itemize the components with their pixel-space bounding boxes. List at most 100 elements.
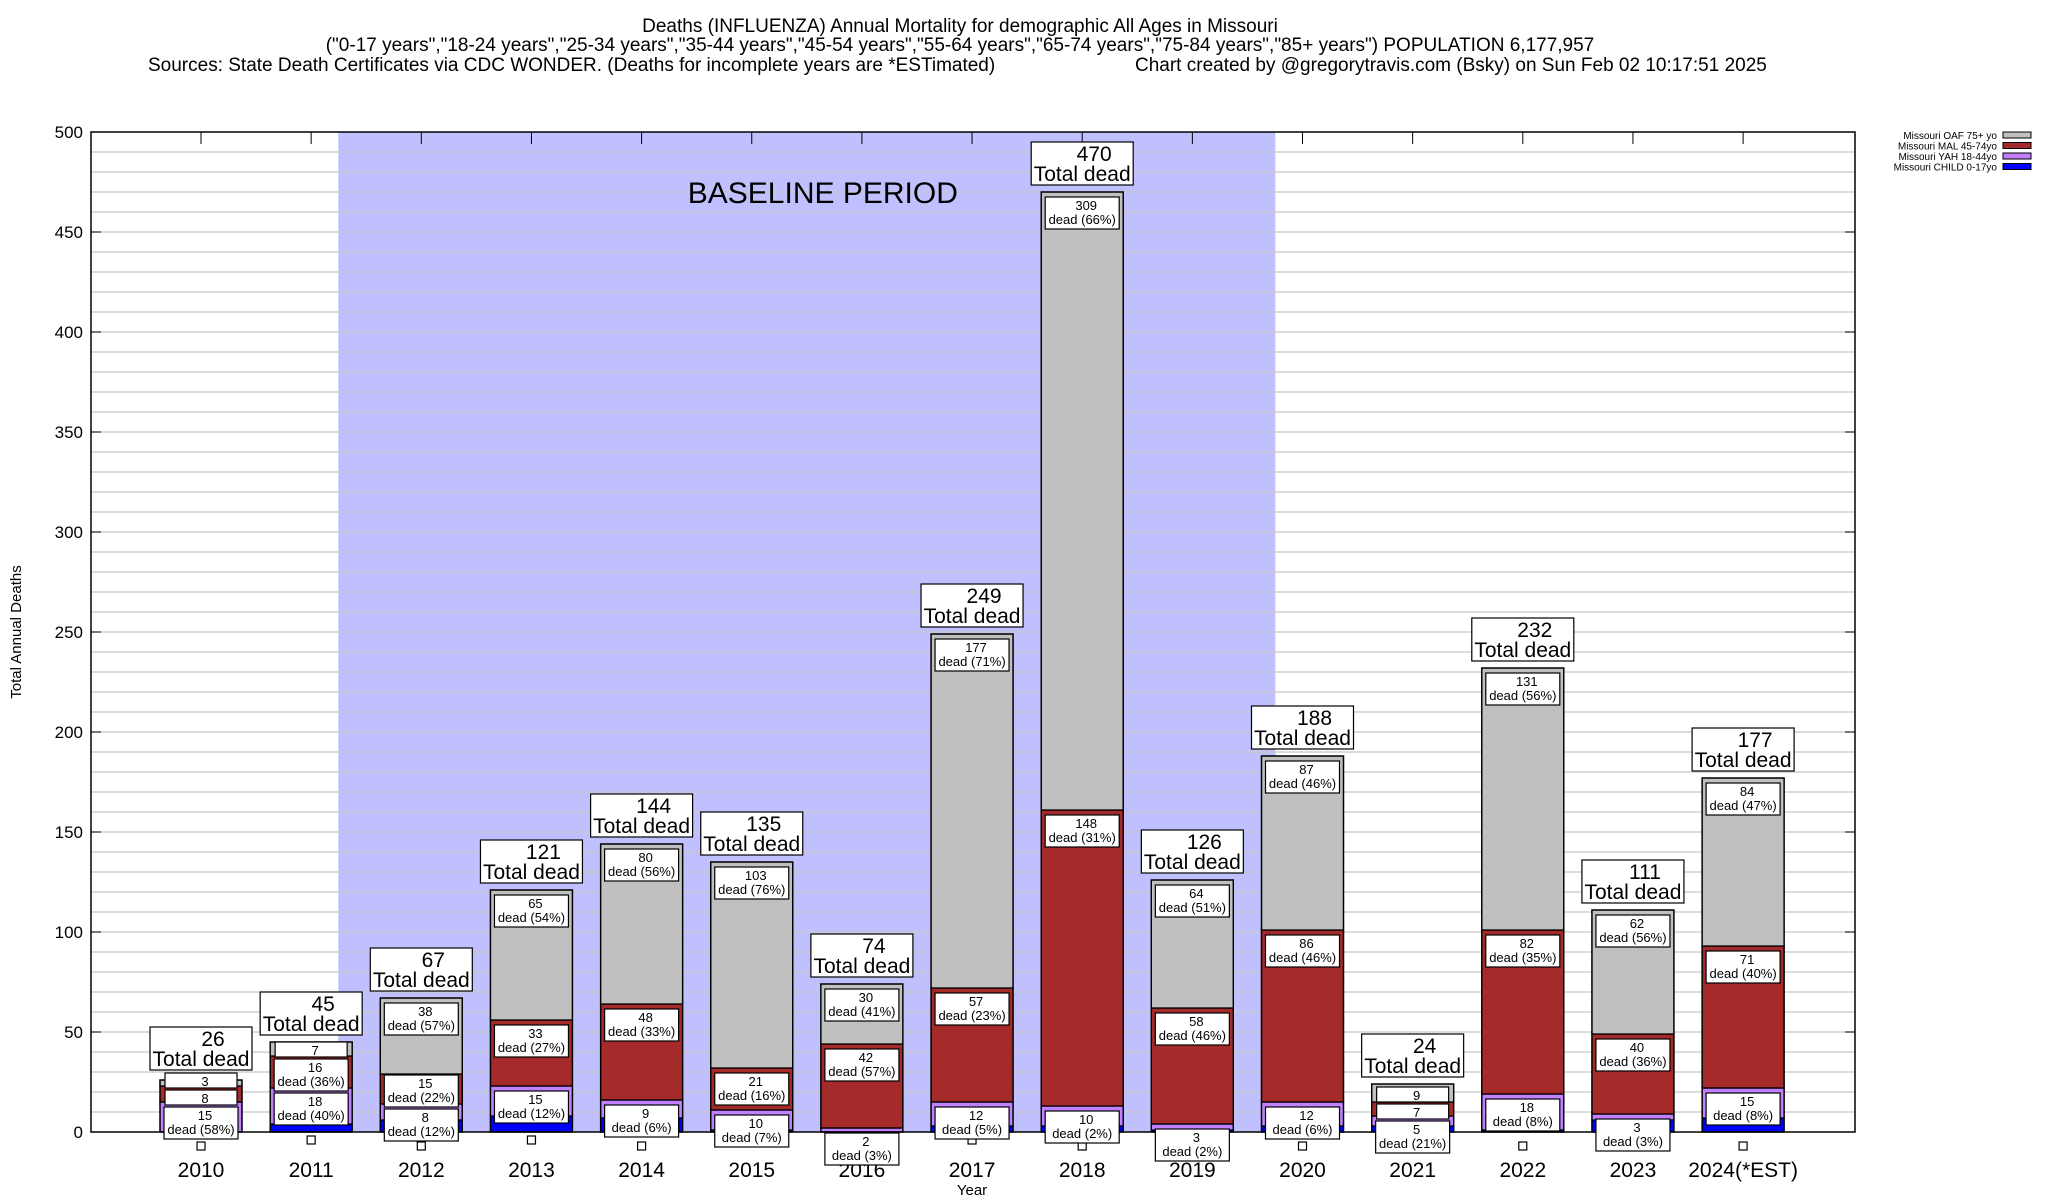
total-label-box: [1471, 617, 1575, 662]
segment-label-value: 10: [1079, 1112, 1093, 1127]
segment-label-box: [714, 1072, 790, 1106]
segment-label-box: [1705, 1092, 1781, 1126]
total-label-box: [920, 583, 1024, 628]
segment-label-box: [603, 1104, 680, 1138]
segment-label-box: [493, 1024, 570, 1058]
segment-label: 7: [1376, 1103, 1450, 1120]
segment-label-pct: dead (40%): [1709, 966, 1776, 981]
segment-label-pct: dead (6%): [1273, 1122, 1333, 1137]
segment-label-value: 15: [528, 1092, 542, 1107]
total-label-box: [1361, 1033, 1465, 1078]
segment-label-value: 15: [198, 1108, 212, 1123]
bar-segment: [1481, 667, 1565, 931]
segment-label-pct: dead (12%): [498, 1106, 565, 1121]
segment-label-pct: dead (12%): [388, 1124, 455, 1139]
segment-label-box: [273, 1092, 349, 1126]
x-tick-label: 2013: [508, 1159, 555, 1182]
segment-label-box: [383, 1002, 459, 1036]
total-label-box: [1691, 727, 1795, 772]
bar-segment: [1040, 809, 1124, 1107]
child-marker: [196, 1141, 206, 1151]
segment-label-pct: dead (58%): [167, 1122, 234, 1137]
legend-label: Missouri MAL 45-74yo: [1898, 142, 1998, 153]
legend-label: Missouri OAF 75+ yo: [1903, 131, 1997, 142]
segment-label-box: [1376, 1086, 1450, 1103]
segment-label-box: [1264, 760, 1341, 794]
segment-label-value: 15: [418, 1076, 432, 1091]
baseline-label: BASELINE PERIOD: [688, 177, 958, 210]
segment-label: 9: [1376, 1086, 1450, 1103]
segment-label-value: 9: [642, 1106, 649, 1121]
chart-title: Deaths (INFLUENZA) Annual Mortality for …: [642, 16, 1278, 37]
total-label-text: Total dead: [1364, 1055, 1461, 1078]
segment-label-box: [1264, 934, 1341, 968]
segment-label-box: [824, 988, 900, 1022]
segment-label-value: 131: [1516, 674, 1538, 689]
total-label-box: [149, 1026, 253, 1071]
segment-label-pct: dead (6%): [612, 1120, 672, 1135]
y-tick-label: 300: [55, 523, 83, 542]
total-label-value: 135: [746, 813, 781, 836]
segment-label-box: [1376, 1103, 1450, 1120]
total-label-box: [1250, 705, 1355, 750]
legend-swatch: [2002, 142, 2032, 149]
segment-label-box: [714, 1114, 790, 1148]
total-label-text: Total dead: [813, 955, 910, 978]
segment-label-box: [934, 1106, 1010, 1140]
segment-label-box: [603, 848, 680, 882]
total-label-text: Total dead: [1695, 749, 1792, 772]
segment-label-pct: dead (54%): [498, 910, 565, 925]
x-tick-label: 2014: [618, 1159, 665, 1182]
segment-label-box: [1264, 1106, 1341, 1140]
total-label-value: 177: [1738, 729, 1773, 752]
y-tick-label: 500: [55, 123, 83, 142]
segment-label-pct: dead (8%): [1493, 1114, 1553, 1129]
total-label-value: 188: [1297, 707, 1332, 730]
total-label-box: [1581, 859, 1685, 904]
x-tick-label: 2021: [1389, 1159, 1436, 1182]
segment-label-pct: dead (16%): [718, 1088, 785, 1103]
segment-label-box: [493, 894, 570, 928]
segment-label-value: 82: [1520, 936, 1534, 951]
segment-label-box: [1044, 196, 1120, 230]
segment-label-value: 309: [1075, 198, 1097, 213]
total-label-text: Total dead: [1584, 881, 1681, 904]
segment-label-value: 87: [1299, 762, 1313, 777]
segment-label-pct: dead (57%): [388, 1018, 455, 1033]
segment-label-value: 7: [1413, 1105, 1420, 1120]
total-label-box: [700, 811, 804, 856]
x-tick-label: 2020: [1279, 1159, 1326, 1182]
total-label-text: Total dead: [373, 969, 470, 992]
segment-label-pct: dead (57%): [828, 1064, 895, 1079]
segment-label-box: [493, 1090, 570, 1124]
total-label-text: Total dead: [1144, 851, 1241, 874]
segment-label-value: 103: [745, 868, 767, 883]
segment-label-box: [603, 1008, 680, 1042]
total-label-box: [1140, 829, 1244, 874]
segment-label-pct: dead (2%): [1052, 1126, 1112, 1141]
child-marker: [306, 1135, 316, 1145]
segment-label-pct: dead (7%): [722, 1130, 782, 1145]
y-tick-label: 150: [55, 823, 83, 842]
